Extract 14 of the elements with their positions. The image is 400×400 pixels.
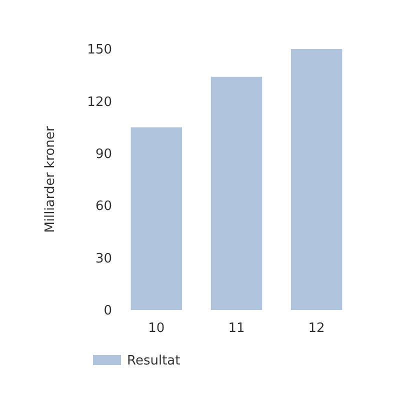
y-axis-title: Milliarder kroner [43, 126, 58, 233]
y-tick-label: 150 [87, 42, 112, 58]
x-tick-label: 10 [148, 321, 165, 336]
x-tick-label: 11 [228, 321, 245, 336]
bar [210, 76, 262, 310]
y-tick-label: 90 [95, 146, 112, 162]
x-tick-label: 12 [308, 321, 325, 336]
y-tick-label: 120 [87, 94, 112, 110]
bar [290, 49, 342, 310]
bar [130, 127, 182, 310]
y-tick-label: 0 [104, 304, 112, 319]
y-tick-label: 30 [95, 251, 112, 266]
legend-label: Resultat [127, 354, 180, 369]
y-tick-label: 60 [95, 199, 112, 214]
